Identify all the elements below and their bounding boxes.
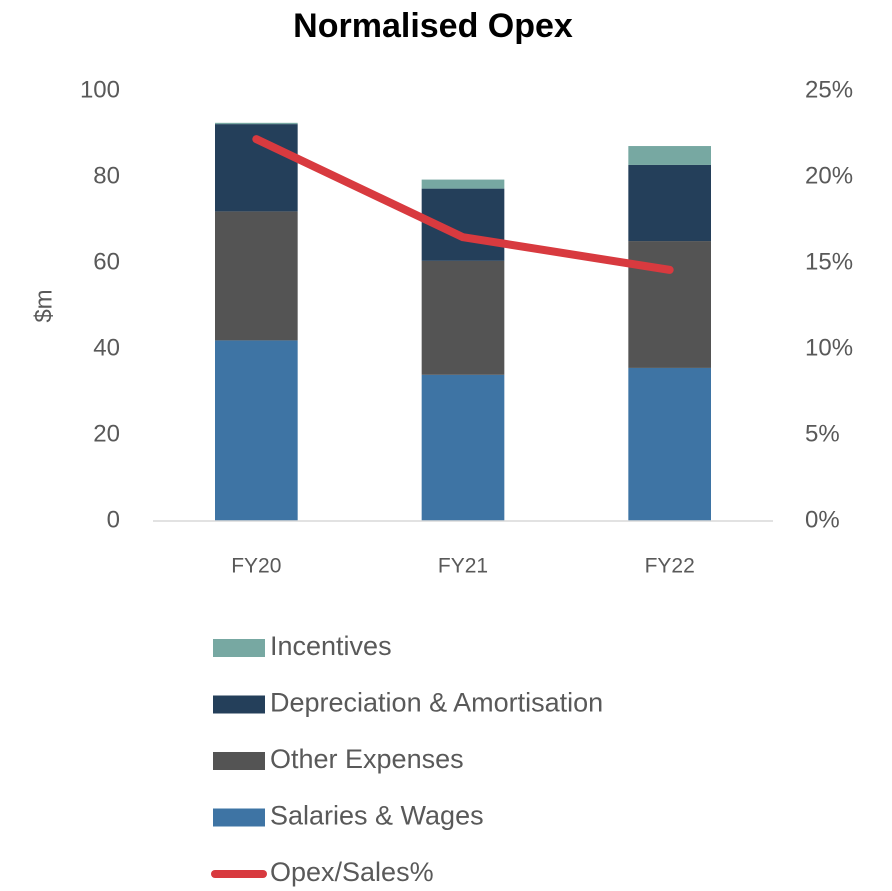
- y-tick-label: 80: [93, 162, 120, 189]
- y2-tick-label: 20%: [805, 162, 853, 189]
- y-tick-label: 60: [93, 248, 120, 275]
- x-tick-label: FY22: [645, 555, 695, 578]
- legend-label: Depreciation & Amortisation: [270, 688, 603, 718]
- legend-label: Salaries & Wages: [270, 801, 484, 831]
- legend-label: Other Expenses: [270, 744, 464, 774]
- y-tick-label: 20: [93, 420, 120, 447]
- legend-label: Incentives: [270, 631, 392, 661]
- y-tick-label: 40: [93, 334, 120, 361]
- x-tick-label: FY21: [438, 555, 488, 578]
- bar-segment: [215, 211, 298, 341]
- legend-label: Opex/Sales%: [270, 857, 434, 887]
- bar-segment: [628, 164, 711, 242]
- y-tick-label: 100: [80, 76, 120, 103]
- x-tick-label: FY20: [231, 555, 281, 578]
- chart-title: Normalised Opex: [293, 7, 573, 45]
- bar-segment: [215, 122, 298, 125]
- legend-swatch: [213, 639, 265, 657]
- y2-tick-label: 15%: [805, 248, 853, 275]
- y2-tick-label: 5%: [805, 420, 840, 447]
- bar-segment: [421, 260, 505, 375]
- bar-segment: [215, 340, 298, 521]
- y-tick-label: 0: [107, 506, 120, 533]
- legend-swatch: [213, 752, 265, 770]
- bar-segment: [421, 179, 505, 189]
- line: [252, 135, 674, 274]
- y2-tick-label: 25%: [805, 76, 853, 103]
- bar-segment: [628, 241, 711, 368]
- bar-segment: [421, 374, 505, 521]
- bar-segment: [628, 367, 711, 521]
- legend-swatch: [213, 695, 265, 714]
- legend-swatch: [213, 808, 265, 827]
- bar-segment: [628, 146, 711, 165]
- y2-tick-label: 10%: [805, 334, 853, 361]
- y2-tick-label: 0%: [805, 506, 840, 533]
- y-axis-label: $m: [30, 289, 57, 322]
